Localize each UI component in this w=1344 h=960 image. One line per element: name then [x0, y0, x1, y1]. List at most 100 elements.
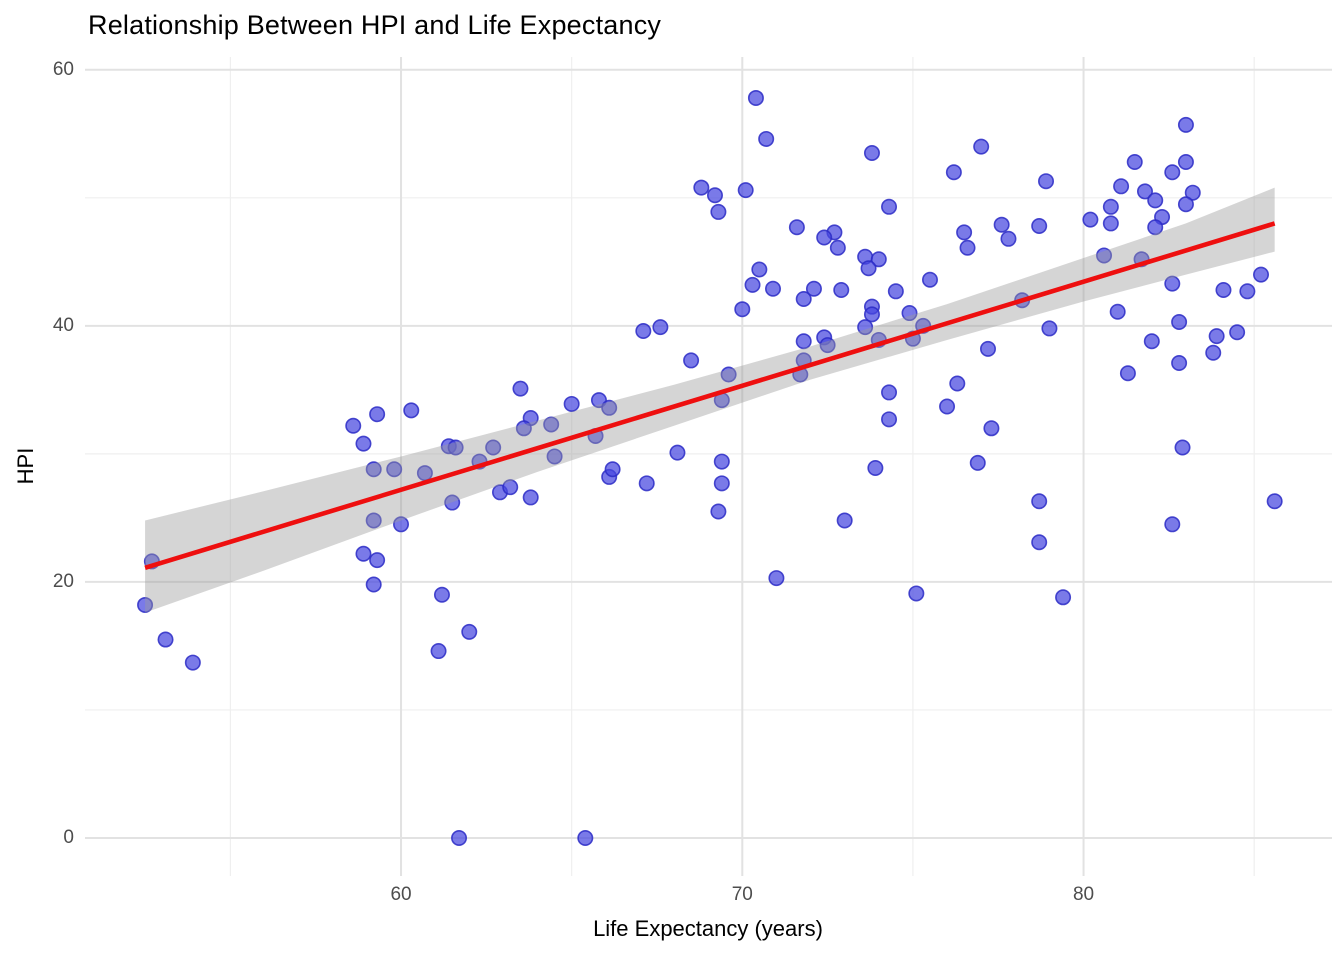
data-point	[1177, 153, 1194, 170]
data-point	[1208, 328, 1225, 345]
data-point	[788, 219, 805, 236]
data-point	[744, 276, 761, 293]
data-point	[908, 585, 925, 602]
data-point	[543, 416, 560, 433]
data-point	[1215, 282, 1232, 299]
data-point	[1031, 493, 1048, 510]
data-point	[1184, 184, 1201, 201]
data-point	[1096, 247, 1113, 264]
data-point	[768, 570, 785, 587]
data-point	[1102, 215, 1119, 232]
data-point	[816, 229, 833, 246]
data-point	[386, 461, 403, 478]
data-point	[1229, 324, 1246, 341]
data-point	[515, 420, 532, 437]
data-point	[1119, 365, 1136, 382]
x-tick-label: 60	[390, 884, 412, 905]
chart-title: Relationship Between HPI and Life Expect…	[88, 10, 662, 40]
data-point	[863, 145, 880, 162]
data-point	[710, 503, 727, 520]
data-point	[836, 512, 853, 529]
data-point	[881, 411, 898, 428]
data-point	[365, 576, 382, 593]
y-tick-label: 40	[52, 314, 74, 336]
data-point	[365, 512, 382, 529]
data-point	[833, 282, 850, 299]
data-point	[1055, 589, 1072, 606]
data-point	[451, 829, 468, 846]
data-point	[512, 380, 529, 397]
data-point	[819, 337, 836, 354]
regression-line	[144, 221, 1276, 571]
data-point	[857, 319, 874, 336]
data-point	[522, 489, 539, 506]
data-point	[1143, 333, 1160, 350]
data-point	[1126, 153, 1143, 170]
data-point	[979, 340, 996, 357]
data-point	[860, 260, 877, 277]
data-point	[1164, 516, 1181, 533]
data-point	[1164, 164, 1181, 181]
data-point	[683, 352, 700, 369]
data-point	[713, 475, 730, 492]
data-point	[546, 448, 563, 465]
y-axis-title: HPI	[13, 447, 38, 485]
data-point	[1000, 230, 1017, 247]
data-point	[795, 333, 812, 350]
data-point	[969, 454, 986, 471]
data-point	[1171, 354, 1188, 371]
data-point	[867, 459, 884, 476]
data-point	[993, 216, 1010, 233]
data-point	[751, 261, 768, 278]
data-point	[973, 138, 990, 155]
data-point	[184, 654, 201, 671]
data-point	[805, 280, 822, 297]
data-point	[137, 596, 154, 613]
data-point	[1031, 534, 1048, 551]
data-point	[652, 319, 669, 336]
data-point	[1177, 116, 1194, 133]
data-point	[444, 494, 461, 511]
data-point	[1171, 314, 1188, 331]
data-point	[430, 643, 447, 660]
data-point	[959, 239, 976, 256]
data-point	[1253, 266, 1270, 283]
data-point	[921, 271, 938, 288]
data-point	[1031, 217, 1048, 234]
data-point	[461, 623, 478, 640]
data-point	[939, 398, 956, 415]
data-point	[393, 516, 410, 533]
data-point	[1266, 493, 1283, 510]
data-point	[485, 439, 502, 456]
x-axis-title: Life Expectancy (years)	[593, 916, 823, 941]
data-point	[345, 417, 362, 434]
data-point	[502, 479, 519, 496]
data-point	[881, 384, 898, 401]
y-tick-label: 0	[63, 826, 74, 848]
y-tick-label: 20	[52, 570, 74, 592]
data-point	[1113, 178, 1130, 195]
y-tick-label: 60	[52, 58, 74, 80]
data-point	[764, 280, 781, 297]
data-point	[1177, 196, 1194, 213]
data-point	[447, 439, 464, 456]
data-point	[1038, 173, 1055, 190]
data-point	[365, 461, 382, 478]
data-point	[635, 322, 652, 339]
data-point	[1109, 303, 1126, 320]
data-point	[369, 552, 386, 569]
data-point	[1082, 211, 1099, 228]
data-point	[1041, 320, 1058, 337]
data-point	[1147, 219, 1164, 236]
data-point	[369, 406, 386, 423]
data-point	[1136, 183, 1153, 200]
data-point	[604, 461, 621, 478]
data-point	[157, 631, 174, 648]
data-point	[1205, 344, 1222, 361]
data-point	[1102, 198, 1119, 215]
confidence-band	[145, 187, 1275, 613]
data-point	[737, 182, 754, 199]
data-point	[720, 366, 737, 383]
